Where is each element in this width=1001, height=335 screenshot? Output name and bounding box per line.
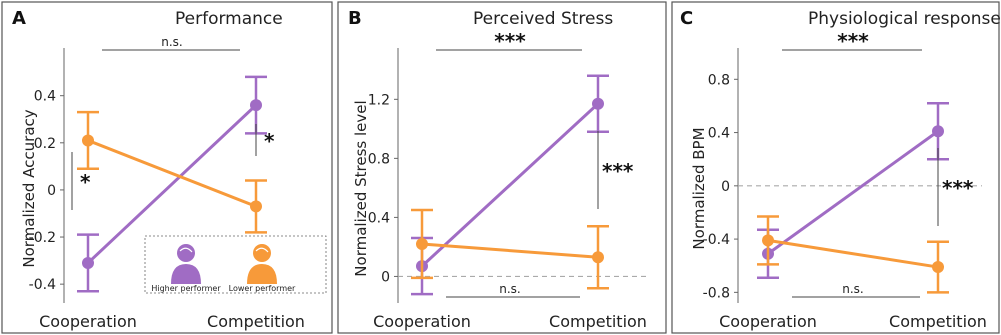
- x-category-label: Cooperation: [719, 312, 817, 331]
- person-icon-body: [247, 264, 277, 284]
- y-tick-label: -0.2: [29, 230, 56, 246]
- panel-title: Performance: [175, 9, 283, 29]
- panel-title: Perceived Stress: [473, 9, 613, 29]
- significance-label: n.s.: [499, 282, 521, 296]
- panel-frame: [337, 1, 667, 334]
- series-line: [87, 139, 257, 208]
- person-icon-hair: [179, 247, 193, 253]
- significance-label: ***: [602, 159, 634, 183]
- series-line: [86, 104, 258, 265]
- y-tick-label: 0.4: [368, 210, 390, 226]
- x-category-label: Cooperation: [373, 312, 471, 331]
- significance-label: n.s.: [842, 282, 864, 296]
- panel-letter: A: [12, 8, 26, 29]
- x-category-label: Competition: [549, 312, 647, 331]
- series-lower-performer: [411, 208, 609, 290]
- series-line: [421, 242, 599, 259]
- significance-label: ***: [942, 176, 974, 200]
- y-tick-label: 1.2: [368, 92, 390, 108]
- data-point: [592, 251, 604, 264]
- person-icon-body: [171, 264, 201, 284]
- panel-title: Physiological response: [808, 9, 1001, 29]
- y-axis-label: Normalized BPM: [690, 127, 708, 249]
- y-tick-label: 0.8: [708, 72, 730, 88]
- data-point: [762, 234, 774, 247]
- series-higher-performer: [411, 74, 609, 296]
- y-tick-label: -0.4: [703, 232, 730, 248]
- y-axis-label: Normalized Stress level: [352, 100, 370, 276]
- legend-label: Lower performer: [229, 284, 296, 293]
- panel-frame: [1, 1, 333, 334]
- legend: Higher performer Lower performer: [144, 235, 327, 294]
- data-point: [592, 97, 604, 110]
- y-tick-label: 0.8: [368, 151, 390, 167]
- series-line: [767, 130, 939, 255]
- panel-frame: [671, 1, 1000, 334]
- y-axis-label: Normalized Accuracy: [20, 109, 38, 267]
- significance-label: ***: [837, 29, 869, 53]
- data-point: [416, 237, 428, 250]
- y-tick-label: -0.4: [29, 277, 56, 293]
- y-tick-label: 0.2: [34, 136, 56, 152]
- panel-letter: C: [680, 8, 693, 29]
- data-point: [82, 134, 94, 147]
- data-point: [82, 256, 94, 269]
- series-higher-performer: [77, 75, 267, 293]
- data-point: [250, 200, 262, 213]
- legend-item: Higher performer: [151, 244, 221, 293]
- y-tick-label: 0.4: [708, 126, 730, 142]
- data-point: [250, 99, 262, 112]
- person-icon-hair: [255, 247, 269, 253]
- series-higher-performer: [757, 102, 949, 279]
- legend-label: Higher performer: [151, 284, 221, 293]
- data-point: [932, 125, 944, 138]
- y-tick-label: -0.8: [703, 285, 730, 301]
- x-category-label: Competition: [207, 312, 305, 331]
- series-line: [420, 102, 600, 268]
- x-category-label: Cooperation: [39, 312, 137, 331]
- series-lower-performer: [77, 110, 267, 234]
- person-icon: [253, 244, 271, 262]
- y-tick-label: 0.4: [34, 89, 56, 105]
- significance-label: *: [80, 170, 91, 194]
- y-tick-label: 0: [47, 183, 56, 199]
- series-line: [767, 238, 939, 269]
- series-lower-performer: [757, 215, 949, 294]
- y-tick-label: 0: [381, 269, 390, 285]
- x-category-label: Competition: [889, 312, 987, 331]
- significance-label: n.s.: [161, 35, 183, 49]
- panel-a: A Performance Normalized Accuracy -0.4 -0.2 0…: [1, 1, 333, 334]
- data-point: [932, 261, 944, 274]
- person-icon: [177, 244, 195, 262]
- significance-label: ***: [494, 29, 526, 53]
- significance-label: *: [264, 129, 275, 153]
- legend-item: Lower performer: [229, 244, 296, 293]
- panel-b: B Perceived Stress Normalized Stress level…: [337, 1, 667, 334]
- y-tick-label: 0: [721, 179, 730, 195]
- panel-letter: B: [348, 8, 362, 29]
